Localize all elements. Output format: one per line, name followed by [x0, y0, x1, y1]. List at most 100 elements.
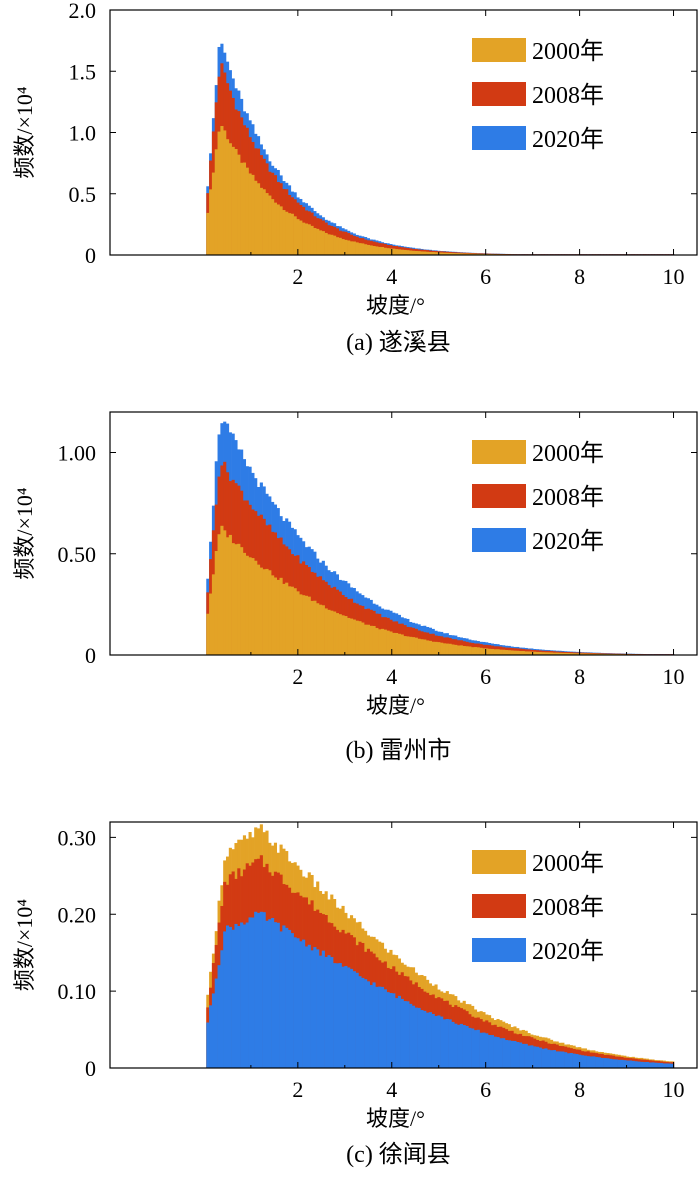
histogram-bar — [473, 253, 478, 255]
histogram-bar — [279, 206, 283, 255]
histogram-bar — [335, 237, 339, 255]
x-tick-label: 6 — [480, 1077, 491, 1102]
histogram-bar — [400, 634, 404, 655]
histogram-bar — [513, 1040, 517, 1068]
histogram-bar — [282, 583, 286, 655]
histogram-bar — [657, 1062, 661, 1068]
y-tick-label: 2.0 — [69, 0, 97, 23]
histogram-bar — [442, 252, 447, 255]
histogram-bar — [428, 251, 432, 255]
histogram-bar — [389, 631, 393, 655]
histogram-bar — [581, 653, 585, 655]
histogram-bar — [609, 1058, 613, 1068]
histogram-bar — [589, 1056, 593, 1068]
panel-caption: (c) 徐闻县 — [346, 1141, 451, 1168]
histogram-bar — [271, 575, 275, 655]
histogram-bar — [349, 241, 354, 255]
histogram-bar — [392, 248, 396, 255]
histogram-bar — [592, 1056, 596, 1068]
histogram-bar — [220, 950, 224, 1068]
y-tick-label: 1.5 — [69, 59, 97, 84]
histogram-bar — [406, 1001, 410, 1068]
legend-label: 2020年 — [532, 126, 604, 153]
legend: 2000年 2008年 2020年 — [472, 850, 604, 965]
histogram-bar — [434, 252, 438, 255]
x-tick-label: 4 — [386, 264, 397, 289]
histogram-bar — [223, 530, 227, 655]
histogram-bar — [479, 1032, 483, 1068]
legend: 2000年 2008年 2020年 — [472, 440, 604, 555]
histogram-bar — [225, 925, 230, 1068]
histogram-bar — [476, 647, 480, 655]
histogram-bar — [640, 1061, 644, 1068]
histogram-bar — [395, 249, 399, 255]
histogram-bar — [347, 240, 351, 255]
y-axis-label: 频数/×10⁴ — [12, 86, 37, 179]
histogram-bar — [459, 645, 463, 655]
histogram-bar — [279, 577, 283, 655]
histogram-bar — [358, 976, 362, 1068]
histogram-bar — [569, 1052, 573, 1068]
histogram-bar — [400, 249, 404, 255]
histogram-bar — [237, 926, 241, 1068]
histogram-bar — [645, 1061, 649, 1068]
histogram-bar — [437, 642, 441, 655]
histogram-bar — [423, 639, 427, 655]
histogram-bar — [476, 1029, 480, 1068]
histogram-bar — [206, 212, 210, 255]
histogram-bar — [330, 957, 334, 1068]
histogram-bar — [313, 947, 317, 1068]
histogram-bar — [496, 1037, 500, 1068]
histogram-bar — [327, 955, 331, 1068]
histogram-bar — [307, 944, 311, 1068]
histogram-bar — [234, 149, 238, 255]
histogram-bar — [409, 1003, 413, 1068]
histogram-bar — [459, 1023, 463, 1068]
histogram-bar — [617, 1059, 621, 1068]
histogram-bar — [330, 610, 334, 655]
histogram-bar — [555, 652, 559, 655]
histogram-bar — [299, 941, 303, 1068]
histogram-bar — [516, 1042, 520, 1068]
x-axis-label: 坡度/° — [366, 1106, 425, 1131]
histogram-bar — [271, 918, 275, 1068]
plot-frame — [109, 411, 698, 656]
histogram-bar — [513, 650, 517, 655]
histogram-bar — [578, 1054, 582, 1068]
histogram-bar — [420, 1010, 424, 1068]
histogram-bar — [366, 244, 370, 255]
histogram-bar — [296, 591, 300, 655]
histogram-bar — [581, 1055, 585, 1068]
histogram-bar — [209, 593, 213, 655]
histogram-bar — [490, 1035, 494, 1068]
x-tick-label: 2 — [292, 264, 303, 289]
histogram-bar — [262, 189, 266, 255]
histogram-bar — [547, 1049, 551, 1068]
histogram-bar — [299, 220, 303, 255]
histogram-bar — [592, 653, 596, 655]
histogram-bar — [482, 1032, 486, 1068]
histogram-bar — [535, 651, 540, 655]
y-tick-label: 0.30 — [58, 825, 97, 850]
histogram-bar — [285, 582, 289, 655]
histogram-bar — [220, 126, 224, 255]
histogram-bar — [355, 972, 359, 1068]
histogram-bar — [287, 213, 292, 255]
histogram-bar — [214, 978, 218, 1068]
histogram-bar — [248, 917, 252, 1068]
histogram-bar — [533, 651, 537, 655]
histogram-bar — [378, 246, 382, 255]
histogram-bar — [206, 613, 210, 655]
histogram-bar — [485, 1033, 489, 1068]
histogram-bar — [338, 614, 342, 655]
histogram-bars — [206, 43, 675, 256]
histogram-bar — [414, 637, 418, 655]
legend-swatch — [472, 38, 526, 62]
histogram-bar — [282, 925, 286, 1068]
histogram-bar — [366, 981, 370, 1068]
x-tick-label: 8 — [574, 264, 585, 289]
histogram-bar — [397, 633, 401, 655]
plot-frame — [109, 9, 698, 256]
histogram-bar — [400, 998, 404, 1068]
